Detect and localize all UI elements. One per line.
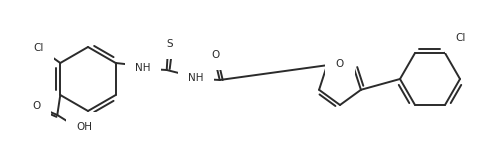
Text: NH: NH [135, 63, 151, 73]
Text: O: O [336, 59, 344, 69]
Text: O: O [32, 101, 41, 111]
Text: NH: NH [188, 73, 204, 83]
Text: S: S [166, 39, 173, 49]
Text: O: O [212, 50, 220, 60]
Text: Cl: Cl [456, 33, 466, 43]
Text: Cl: Cl [33, 43, 43, 53]
Text: OH: OH [76, 122, 92, 132]
